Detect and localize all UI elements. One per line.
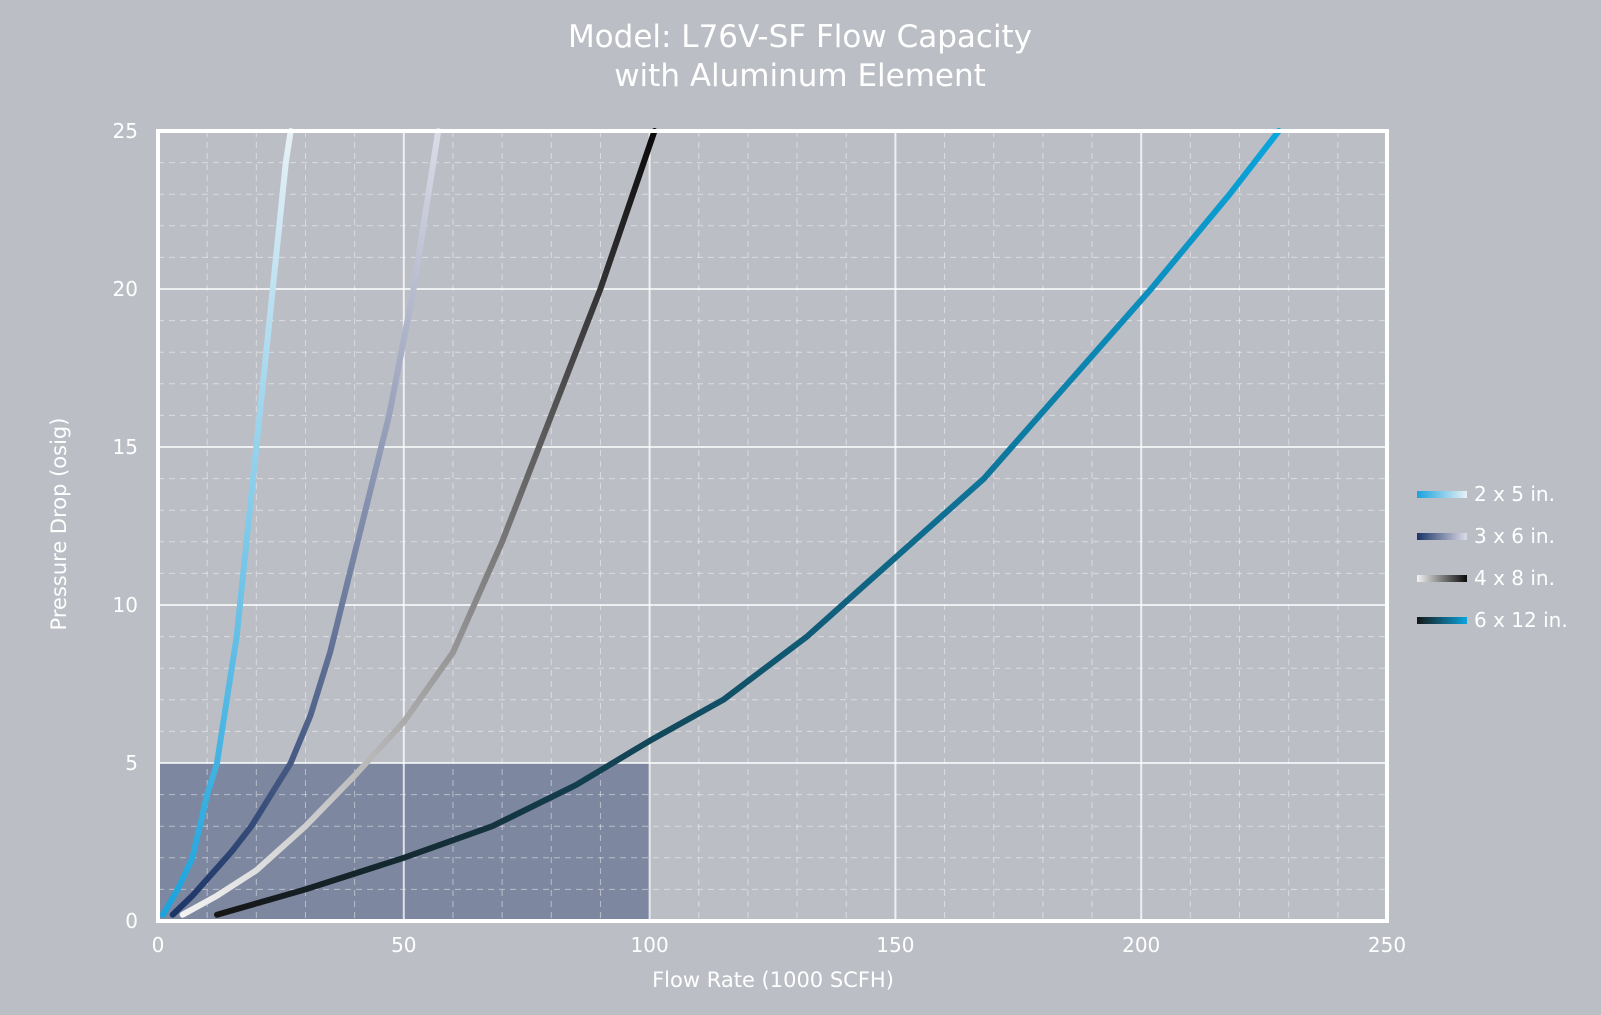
- y-tick-label: 20: [113, 277, 138, 301]
- y-tick-label: 0: [125, 909, 138, 933]
- chart-title-line-2: with Aluminum Element: [614, 58, 986, 94]
- y-tick-labels: 0 5 10 15 20 25: [113, 119, 138, 933]
- chart-title-line-1: Model: L76V-SF Flow Capacity: [568, 19, 1032, 55]
- series-layer: [159, 128, 1282, 918]
- x-tick-label: 0: [152, 933, 165, 957]
- legend-label-2: 3 x 6 in.: [1474, 524, 1555, 548]
- x-tick-label: 150: [876, 933, 914, 957]
- y-tick-label: 5: [125, 751, 138, 775]
- y-tick-label: 25: [113, 119, 138, 143]
- grid-layer: [158, 131, 1387, 921]
- x-tick-label: 250: [1368, 933, 1406, 957]
- legend-swatch-1: [1417, 491, 1467, 498]
- legend-swatch-4: [1417, 617, 1467, 624]
- series-line-3: [179, 128, 658, 918]
- x-tick-label: 200: [1122, 933, 1160, 957]
- series-line-2: [169, 128, 442, 918]
- plot-frame: [156, 129, 1389, 923]
- y-axis-title: Pressure Drop (osig): [47, 418, 71, 631]
- plot-frame-layer: [156, 129, 1389, 923]
- legend-label-3: 4 x 8 in.: [1474, 566, 1555, 590]
- legend-swatch-2: [1417, 533, 1467, 540]
- legend-label-1: 2 x 5 in.: [1474, 482, 1555, 506]
- series-line-1: [159, 128, 294, 918]
- x-axis-title: Flow Rate (1000 SCFH): [652, 968, 894, 992]
- legend: 2 x 5 in. 3 x 6 in. 4 x 8 in. 6 x 12 in.: [1417, 482, 1568, 632]
- x-tick-label: 100: [631, 933, 669, 957]
- y-tick-label: 15: [113, 435, 138, 459]
- legend-swatch-3: [1417, 575, 1467, 582]
- x-tick-labels: 0 50 100 150 200 250: [152, 933, 1406, 957]
- series-line-4: [214, 128, 1282, 918]
- x-tick-label: 50: [391, 933, 416, 957]
- legend-label-4: 6 x 12 in.: [1474, 608, 1568, 632]
- y-tick-label: 10: [113, 593, 138, 617]
